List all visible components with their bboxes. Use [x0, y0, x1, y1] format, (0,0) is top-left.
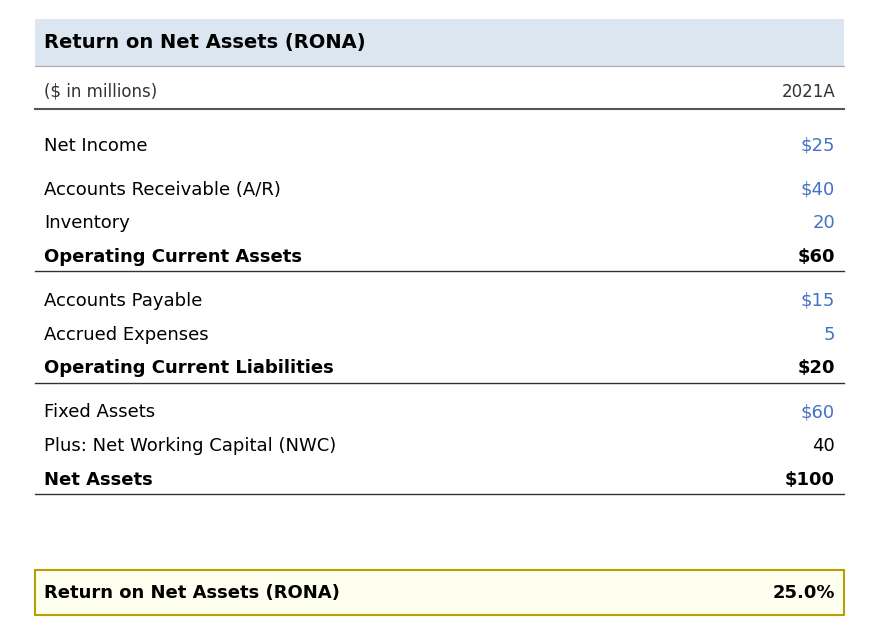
Text: 2021A: 2021A [781, 83, 834, 101]
Text: $100: $100 [784, 471, 834, 489]
Text: Net Assets: Net Assets [44, 471, 153, 489]
Text: Accrued Expenses: Accrued Expenses [44, 326, 208, 344]
Text: 40: 40 [811, 437, 834, 455]
Text: Inventory: Inventory [44, 214, 130, 232]
Text: $15: $15 [800, 292, 834, 310]
Text: $20: $20 [796, 359, 834, 378]
Text: $60: $60 [800, 403, 834, 421]
Text: Net Income: Net Income [44, 137, 148, 154]
Text: 25.0%: 25.0% [772, 584, 834, 601]
Text: Operating Current Liabilities: Operating Current Liabilities [44, 359, 334, 378]
Text: $40: $40 [800, 181, 834, 199]
Text: Accounts Payable: Accounts Payable [44, 292, 202, 310]
Text: Accounts Receivable (A/R): Accounts Receivable (A/R) [44, 181, 280, 199]
Text: 5: 5 [823, 326, 834, 344]
Text: Operating Current Assets: Operating Current Assets [44, 248, 302, 266]
Text: Return on Net Assets (RONA): Return on Net Assets (RONA) [44, 584, 340, 601]
Text: 20: 20 [811, 214, 834, 232]
Text: Fixed Assets: Fixed Assets [44, 403, 155, 421]
Text: $25: $25 [800, 137, 834, 154]
Text: ($ in millions): ($ in millions) [44, 83, 157, 101]
Text: Plus: Net Working Capital (NWC): Plus: Net Working Capital (NWC) [44, 437, 335, 455]
Text: Return on Net Assets (RONA): Return on Net Assets (RONA) [44, 32, 365, 52]
Text: $60: $60 [796, 248, 834, 266]
